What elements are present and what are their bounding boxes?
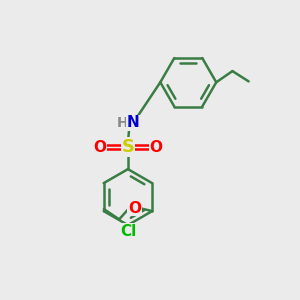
Text: H: H: [117, 116, 128, 130]
Text: O: O: [150, 140, 163, 154]
Text: N: N: [127, 116, 140, 130]
Text: O: O: [93, 140, 106, 154]
Text: Cl: Cl: [120, 224, 136, 239]
Text: S: S: [122, 138, 134, 156]
Text: O: O: [128, 201, 141, 216]
